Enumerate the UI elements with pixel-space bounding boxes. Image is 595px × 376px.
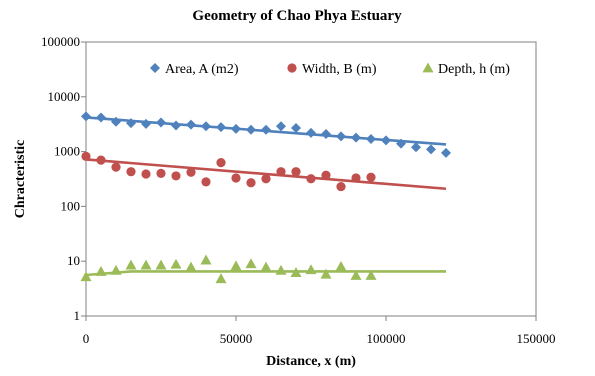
series-points: [80, 111, 451, 284]
data-point-series-1: [321, 170, 331, 180]
data-point-series-1: [261, 174, 271, 184]
trend-lines: [85, 116, 447, 277]
data-point-series-0: [396, 138, 406, 149]
data-point-series-0: [411, 142, 421, 153]
data-point-series-1: [81, 151, 91, 161]
x-axis: 0 50000 100000 150000: [83, 316, 556, 346]
data-point-series-2: [80, 271, 92, 282]
data-point-series-1: [156, 168, 166, 179]
data-point-series-2: [230, 260, 242, 271]
data-point-series-2: [335, 261, 347, 271]
chart-title: Geometry of Chao Phya Estuary: [192, 8, 402, 24]
data-point-series-2: [110, 264, 122, 275]
data-point-series-2: [350, 269, 362, 280]
data-point-series-1: [96, 155, 106, 165]
trend-line-series-1: [85, 158, 447, 191]
data-point-series-0: [261, 124, 271, 135]
data-point-series-0: [321, 128, 331, 139]
x-tick-label: 100000: [367, 331, 406, 346]
data-point-series-2: [365, 269, 377, 280]
legend-label-series-0: Area, A (m2): [165, 62, 239, 77]
x-tick-label: 50000: [220, 331, 253, 346]
data-point-series-1: [111, 162, 121, 172]
legend-label-series-1: Width, B (m): [302, 62, 377, 77]
data-point-series-1: [306, 174, 316, 184]
data-point-series-2: [245, 258, 257, 269]
data-point-series-0: [231, 123, 241, 134]
data-point-series-2: [275, 264, 287, 275]
data-point-series-1: [276, 167, 286, 177]
data-point-series-1: [291, 167, 301, 177]
data-point-series-0: [366, 133, 376, 144]
plot-frame: [85, 41, 537, 317]
data-point-series-0: [276, 121, 286, 132]
data-point-series-0: [441, 147, 451, 158]
legend-marker-series-0: [150, 63, 160, 73]
y-axis: 1 10 100 1000 10000 100000: [41, 34, 86, 323]
data-point-series-1: [366, 172, 376, 182]
y-tick-label: 1: [74, 308, 81, 323]
data-point-series-2: [95, 265, 107, 276]
y-tick-label: 100000: [41, 34, 80, 49]
legend-marker-series-1: [287, 63, 297, 73]
data-point-series-2: [140, 259, 152, 270]
data-point-series-2: [215, 273, 227, 284]
data-point-series-2: [170, 258, 182, 269]
data-point-series-2: [290, 267, 302, 277]
data-point-series-0: [381, 135, 391, 146]
data-point-series-0: [126, 118, 136, 129]
data-point-series-0: [246, 124, 256, 135]
data-point-series-0: [81, 111, 91, 122]
y-tick-label: 10000: [48, 89, 81, 104]
data-point-series-1: [171, 171, 181, 181]
data-point-series-2: [320, 268, 332, 279]
data-point-series-1: [231, 173, 241, 183]
data-point-series-2: [200, 254, 212, 265]
data-point-series-0: [216, 122, 226, 133]
data-point-series-0: [141, 118, 151, 129]
y-axis-title: Chracteristic: [13, 140, 28, 219]
data-point-series-0: [111, 116, 121, 127]
data-point-series-0: [186, 119, 196, 130]
data-point-series-1: [141, 169, 151, 179]
x-axis-title: Distance, x (m): [266, 354, 356, 369]
data-point-series-2: [155, 259, 167, 270]
y-tick-label: 100: [61, 198, 81, 213]
trend-line-series-2: [85, 270, 446, 277]
data-point-series-2: [185, 261, 197, 272]
legend-label-series-2: Depth, h (m): [438, 62, 510, 77]
legend-marker-series-2: [422, 62, 434, 73]
data-point-series-0: [291, 122, 301, 133]
data-point-series-0: [351, 132, 361, 143]
x-tick-label: 0: [83, 331, 90, 346]
data-point-series-0: [96, 112, 106, 123]
data-point-series-1: [351, 173, 361, 183]
x-tick-label: 150000: [517, 331, 556, 346]
y-tick-label: 10: [67, 253, 80, 268]
data-point-series-0: [426, 144, 436, 155]
data-point-series-1: [201, 177, 211, 187]
data-point-series-0: [306, 127, 316, 138]
data-point-series-1: [246, 178, 256, 188]
data-point-series-0: [336, 131, 346, 142]
legend: Area, A (m2) Width, B (m) Depth, h (m): [150, 62, 510, 77]
data-point-series-1: [336, 181, 346, 192]
data-point-series-1: [126, 167, 136, 177]
y-tick-label: 1000: [54, 144, 80, 159]
data-point-series-2: [125, 259, 137, 270]
data-point-series-0: [201, 121, 211, 132]
data-point-series-0: [156, 117, 166, 128]
data-point-series-2: [305, 264, 317, 275]
data-point-series-2: [260, 261, 272, 272]
data-point-series-1: [186, 167, 196, 177]
data-point-series-0: [171, 120, 181, 131]
data-point-series-1: [216, 157, 226, 168]
